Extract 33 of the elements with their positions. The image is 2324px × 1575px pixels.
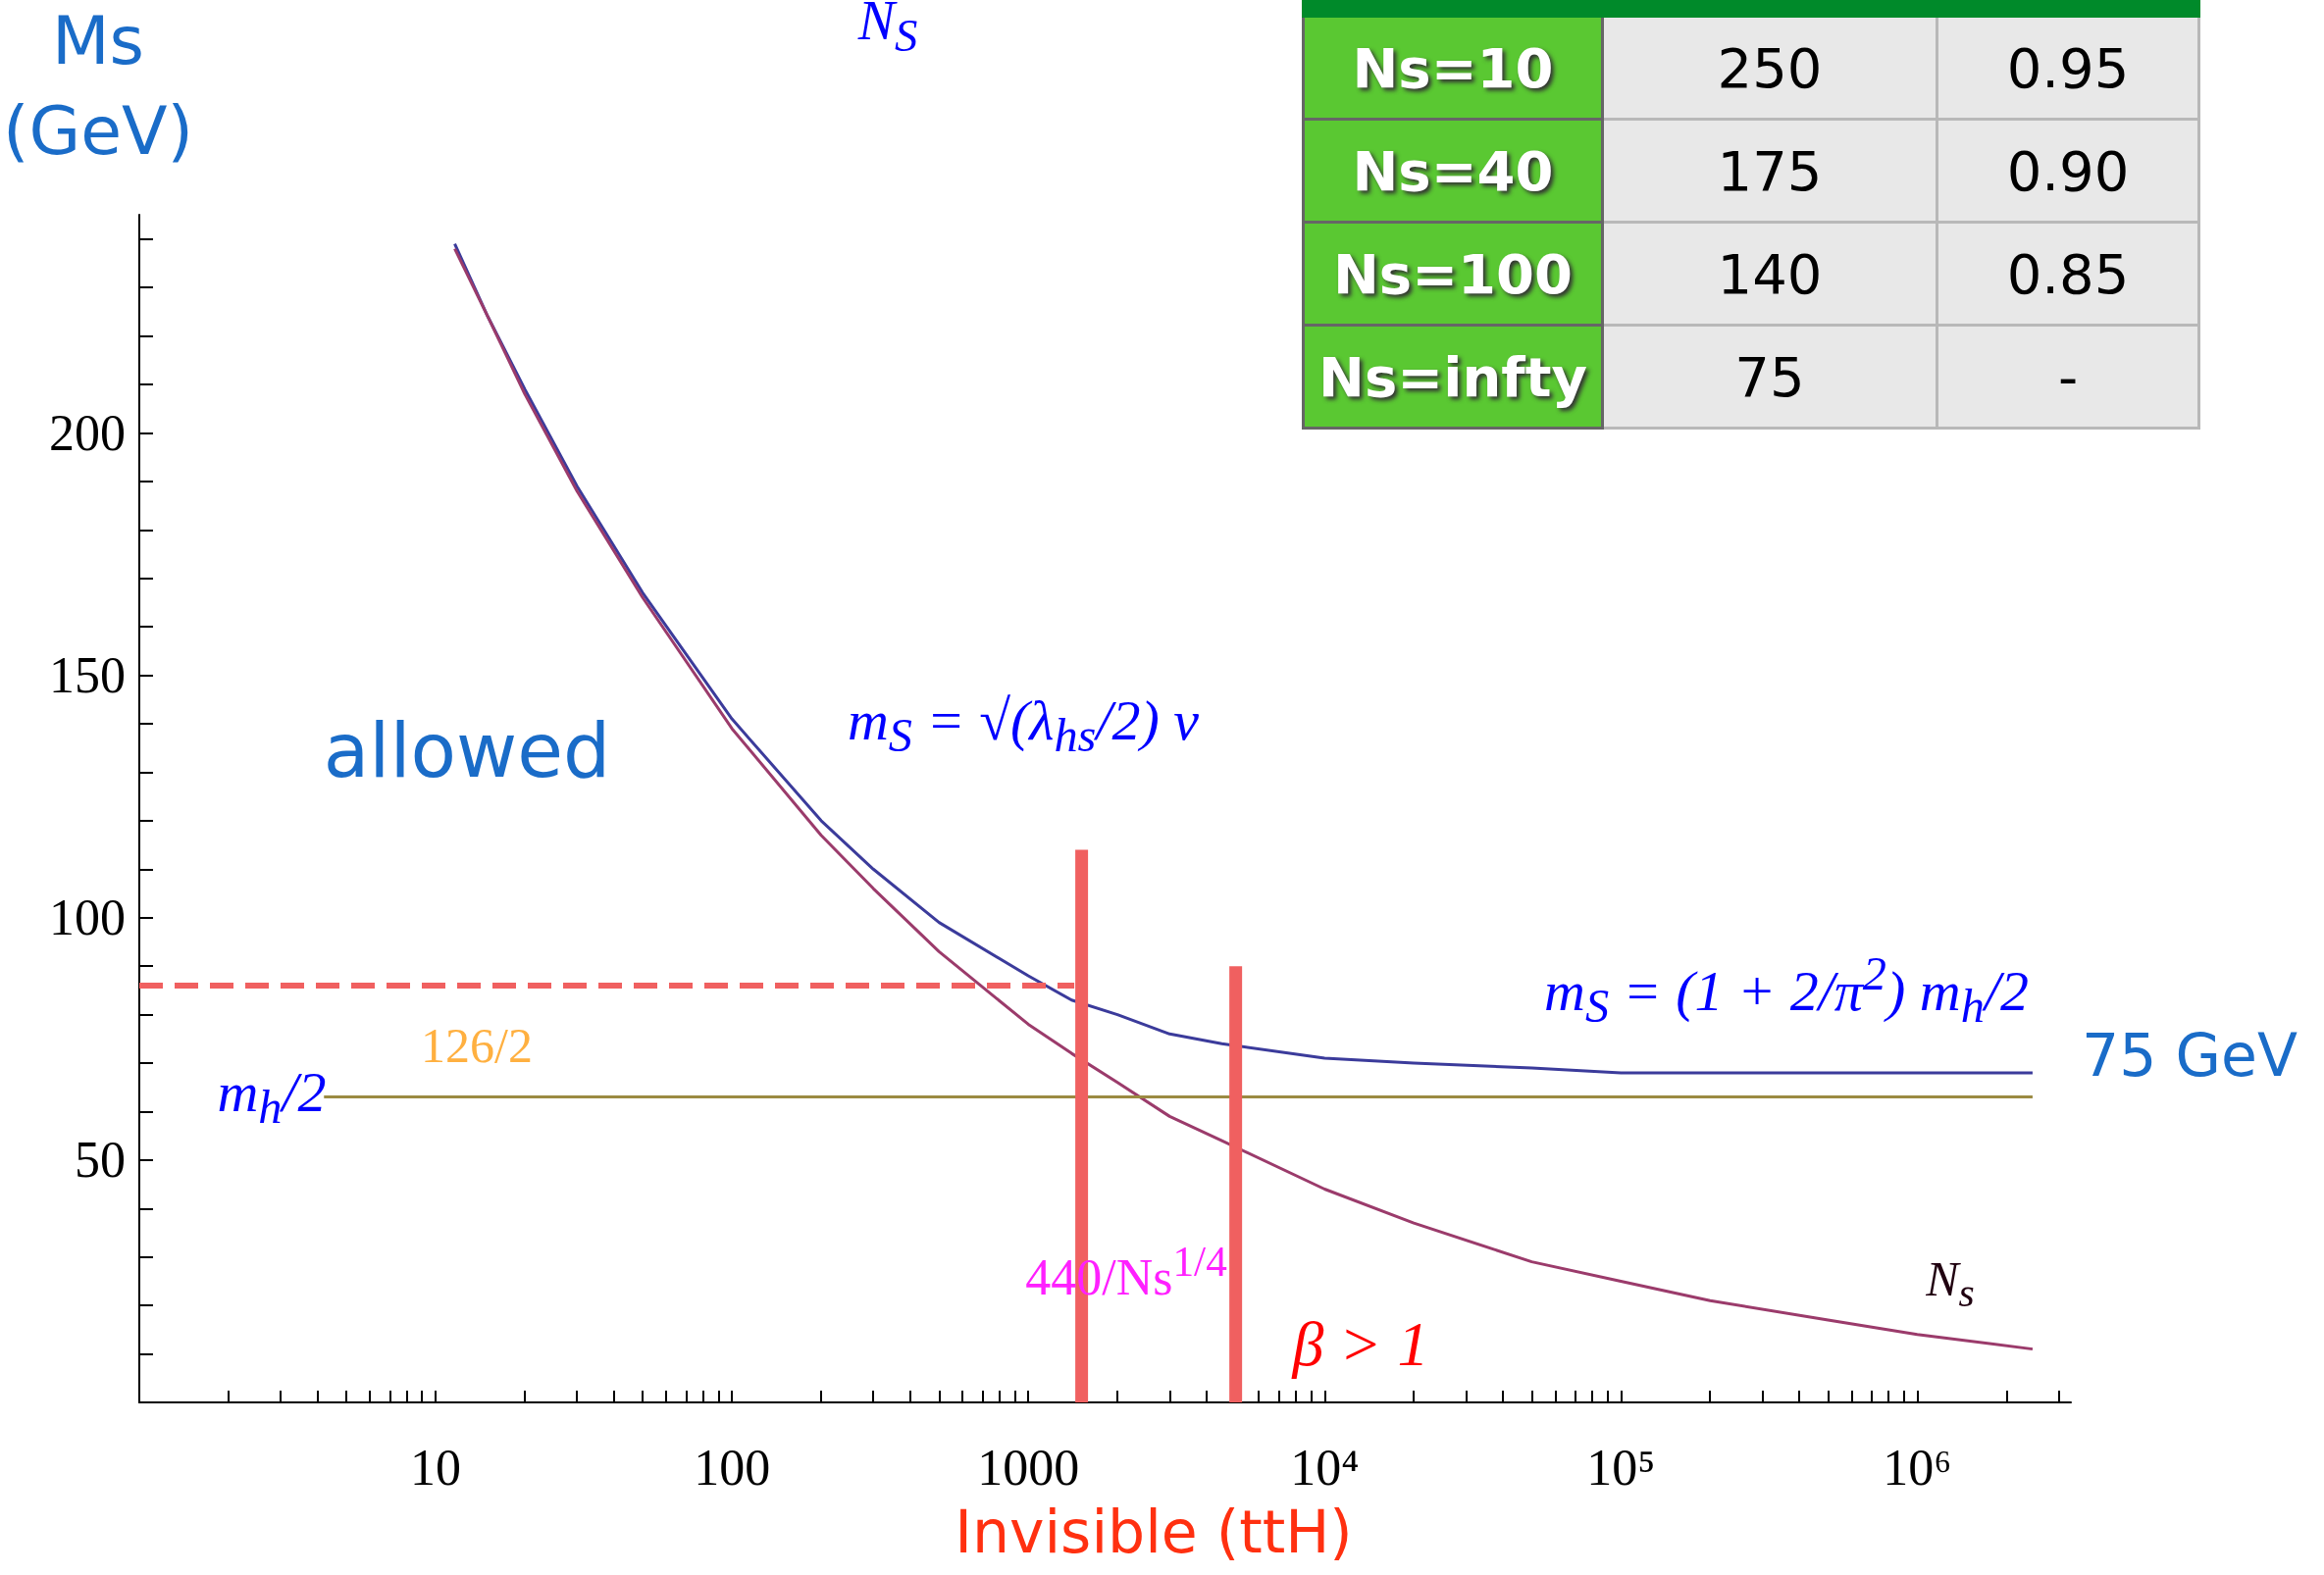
annotation: N$_{s}$ (1926, 1250, 1975, 1315)
category-label: Ns=100 (1332, 241, 1573, 306)
x-tick-label: 10⁶ (1883, 1439, 1952, 1496)
category-label: Ns=10 (1352, 35, 1554, 100)
x-tick-label: 10 (410, 1439, 462, 1496)
annotation: β > 1 (1292, 1309, 1429, 1379)
y-tick-label: 100 (49, 889, 126, 946)
text: 175 (1717, 138, 1823, 203)
x-tick-label: 10⁴ (1290, 1439, 1360, 1496)
text: 0.90 (2006, 138, 2130, 203)
text: 0.85 (2006, 241, 2130, 306)
text: 140 (1717, 241, 1823, 306)
y-axis-title: Ms (GeV) (1, 1, 195, 172)
annotation: 126/2 (421, 1018, 533, 1073)
text: 75 GeV (2082, 1021, 2298, 1090)
y-tick-label: 200 (49, 404, 126, 461)
text: - (2057, 344, 2079, 409)
text: N$_{S}$ (857, 0, 918, 61)
text: 75 (1734, 344, 1805, 409)
text: 250 (1717, 35, 1823, 100)
x-tick-label: 1000 (977, 1439, 1080, 1496)
category-label: Ns=infty (1318, 344, 1587, 409)
x-axis-title: Invisible (ttH) (955, 1498, 1353, 1566)
x-tick-label: 100 (694, 1439, 771, 1496)
y-tick-label: 50 (75, 1132, 126, 1189)
text: 0.95 (2006, 35, 2130, 100)
y-tick-label: 150 (49, 647, 126, 704)
annotation: allowed (323, 707, 611, 794)
x-tick-label: 10⁵ (1586, 1439, 1656, 1496)
annotation: m$_{S}$ = (1 + 2/π$^{2}$) m$_{h}$/2 (1544, 947, 2029, 1033)
category-label: Ns=40 (1352, 138, 1554, 203)
annotation: m$_{S}$ = √(λ$_{hs}$/2) v (847, 687, 1200, 762)
annotation: m$_{h}$/2 (217, 1059, 327, 1134)
